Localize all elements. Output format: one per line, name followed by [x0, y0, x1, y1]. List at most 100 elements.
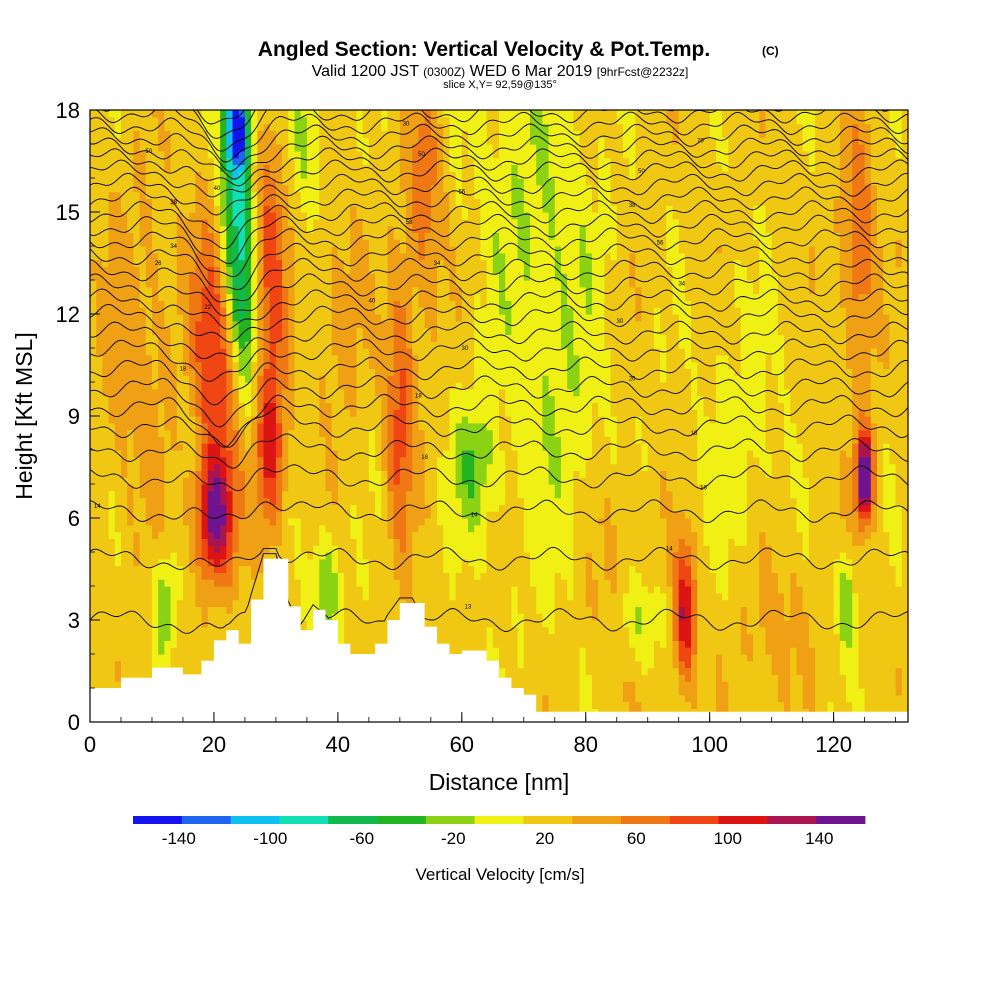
velocity-cell: [182, 606, 190, 614]
velocity-cell: [213, 633, 221, 641]
velocity-cell: [133, 164, 141, 172]
velocity-cell: [108, 409, 116, 417]
velocity-cell: [170, 640, 178, 648]
velocity-cell: [189, 123, 196, 131]
velocity-cell: [90, 633, 97, 641]
velocity-cell: [282, 511, 289, 519]
velocity-cell: [176, 572, 184, 580]
velocity-cell: [337, 558, 345, 567]
velocity-cell: [325, 110, 333, 118]
velocity-cell: [189, 579, 196, 587]
velocity-cell: [151, 599, 159, 607]
velocity-cell: [145, 123, 153, 131]
velocity-cell: [306, 144, 314, 152]
velocity-cell: [387, 164, 395, 172]
velocity-cell: [412, 212, 420, 220]
velocity-cell: [331, 116, 339, 125]
velocity-cell: [368, 388, 376, 397]
velocity-cell: [102, 375, 110, 383]
velocity-cell: [170, 123, 178, 131]
velocity-cell: [201, 110, 209, 118]
velocity-cell: [238, 518, 246, 526]
velocity-cell: [158, 198, 165, 206]
velocity-cell: [269, 225, 277, 233]
velocity-cell: [294, 450, 302, 458]
velocity-cell: [350, 504, 358, 512]
velocity-cell: [164, 191, 172, 199]
velocity-cell: [424, 579, 432, 587]
velocity-cell: [344, 606, 351, 614]
velocity-cell: [164, 552, 172, 560]
velocity-cell: [139, 599, 147, 607]
velocity-cell: [368, 205, 376, 213]
velocity-cell: [319, 402, 327, 410]
velocity-cell: [207, 558, 215, 567]
velocity-cell: [306, 463, 314, 471]
velocity-cell: [251, 239, 258, 247]
velocity-cell: [418, 524, 426, 533]
velocity-cell: [90, 334, 97, 342]
velocity-cell: [145, 266, 153, 274]
velocity-cell: [282, 490, 289, 499]
velocity-cell: [269, 212, 277, 220]
velocity-cell: [356, 348, 364, 356]
velocity-cell: [381, 456, 389, 465]
velocity-cell: [368, 552, 376, 560]
velocity-cell: [176, 123, 184, 131]
velocity-cell: [393, 178, 401, 186]
velocity-cell: [201, 606, 209, 614]
velocity-cell: [170, 327, 178, 335]
velocity-cell: [406, 110, 413, 118]
velocity-cell: [399, 497, 407, 505]
velocity-cell: [164, 320, 172, 329]
velocity-cell: [238, 157, 246, 165]
velocity-cell: [337, 633, 345, 641]
velocity-cell: [300, 552, 308, 560]
velocity-cell: [120, 429, 128, 437]
velocity-cell: [96, 184, 103, 193]
velocity-cell: [294, 266, 302, 274]
velocity-cell: [306, 456, 314, 465]
velocity-cell: [176, 150, 184, 159]
velocity-cell: [319, 300, 327, 308]
velocity-cell: [313, 354, 320, 363]
velocity-cell: [114, 164, 122, 172]
velocity-cell: [381, 178, 389, 186]
velocity-cell: [362, 524, 370, 533]
velocity-cell: [368, 470, 376, 478]
velocity-cell: [238, 218, 246, 227]
velocity-cell: [251, 463, 258, 471]
velocity-cell: [170, 592, 178, 601]
velocity-cell: [145, 273, 153, 281]
velocity-cell: [313, 552, 320, 560]
velocity-cell: [263, 484, 271, 492]
velocity-cell: [288, 157, 296, 165]
velocity-cell: [393, 586, 401, 594]
velocity-cell: [251, 422, 258, 431]
velocity-cell: [337, 273, 345, 281]
velocity-cell: [90, 171, 97, 179]
velocity-cell: [158, 341, 165, 349]
velocity-cell: [288, 232, 296, 240]
velocity-cell: [158, 327, 165, 335]
velocity-cell: [139, 592, 147, 601]
velocity-cell: [282, 361, 289, 369]
velocity-cell: [238, 191, 246, 199]
velocity-cell: [158, 620, 165, 628]
velocity-cell: [424, 416, 432, 424]
velocity-cell: [182, 252, 190, 261]
velocity-cell: [120, 361, 128, 369]
velocity-cell: [201, 620, 209, 628]
velocity-cell: [120, 504, 128, 512]
velocity-cell: [164, 436, 172, 444]
velocity-cell: [418, 164, 426, 172]
velocity-cell: [344, 511, 351, 519]
velocity-cell: [195, 123, 203, 131]
velocity-cell: [282, 164, 289, 172]
velocity-cell: [362, 191, 370, 199]
velocity-cell: [213, 341, 221, 349]
velocity-cell: [412, 565, 420, 573]
velocity-cell: [213, 402, 221, 410]
velocity-cell: [114, 477, 122, 485]
velocity-cell: [170, 293, 178, 301]
